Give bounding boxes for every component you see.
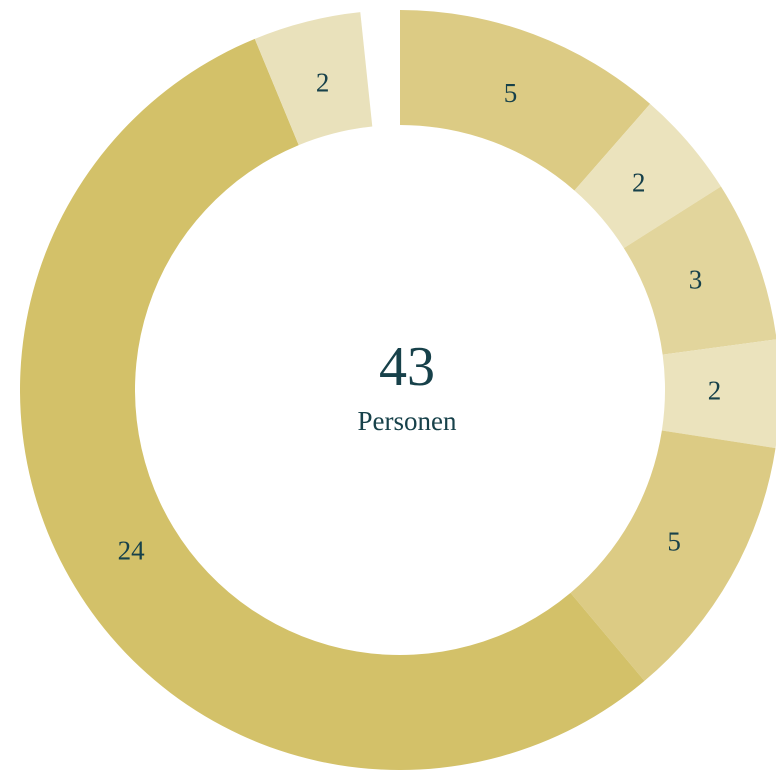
slice-label: 2 [708, 375, 722, 405]
slice [574, 103, 721, 249]
slice-label: 2 [632, 168, 646, 198]
slices: 5 2 3 2 5 24 2 [20, 10, 776, 770]
slice-label: 5 [504, 78, 518, 108]
slice [20, 38, 645, 770]
slice [661, 339, 776, 449]
slice-label: 24 [118, 535, 146, 565]
total-value: 43 [379, 336, 435, 398]
slice [623, 186, 776, 355]
slice-label: 5 [667, 526, 681, 556]
slice-label: 3 [689, 265, 703, 295]
slice [570, 430, 776, 681]
slice-label: 2 [316, 67, 330, 97]
total-label: Personen [358, 406, 457, 436]
slice [254, 12, 373, 146]
slice [400, 10, 651, 191]
